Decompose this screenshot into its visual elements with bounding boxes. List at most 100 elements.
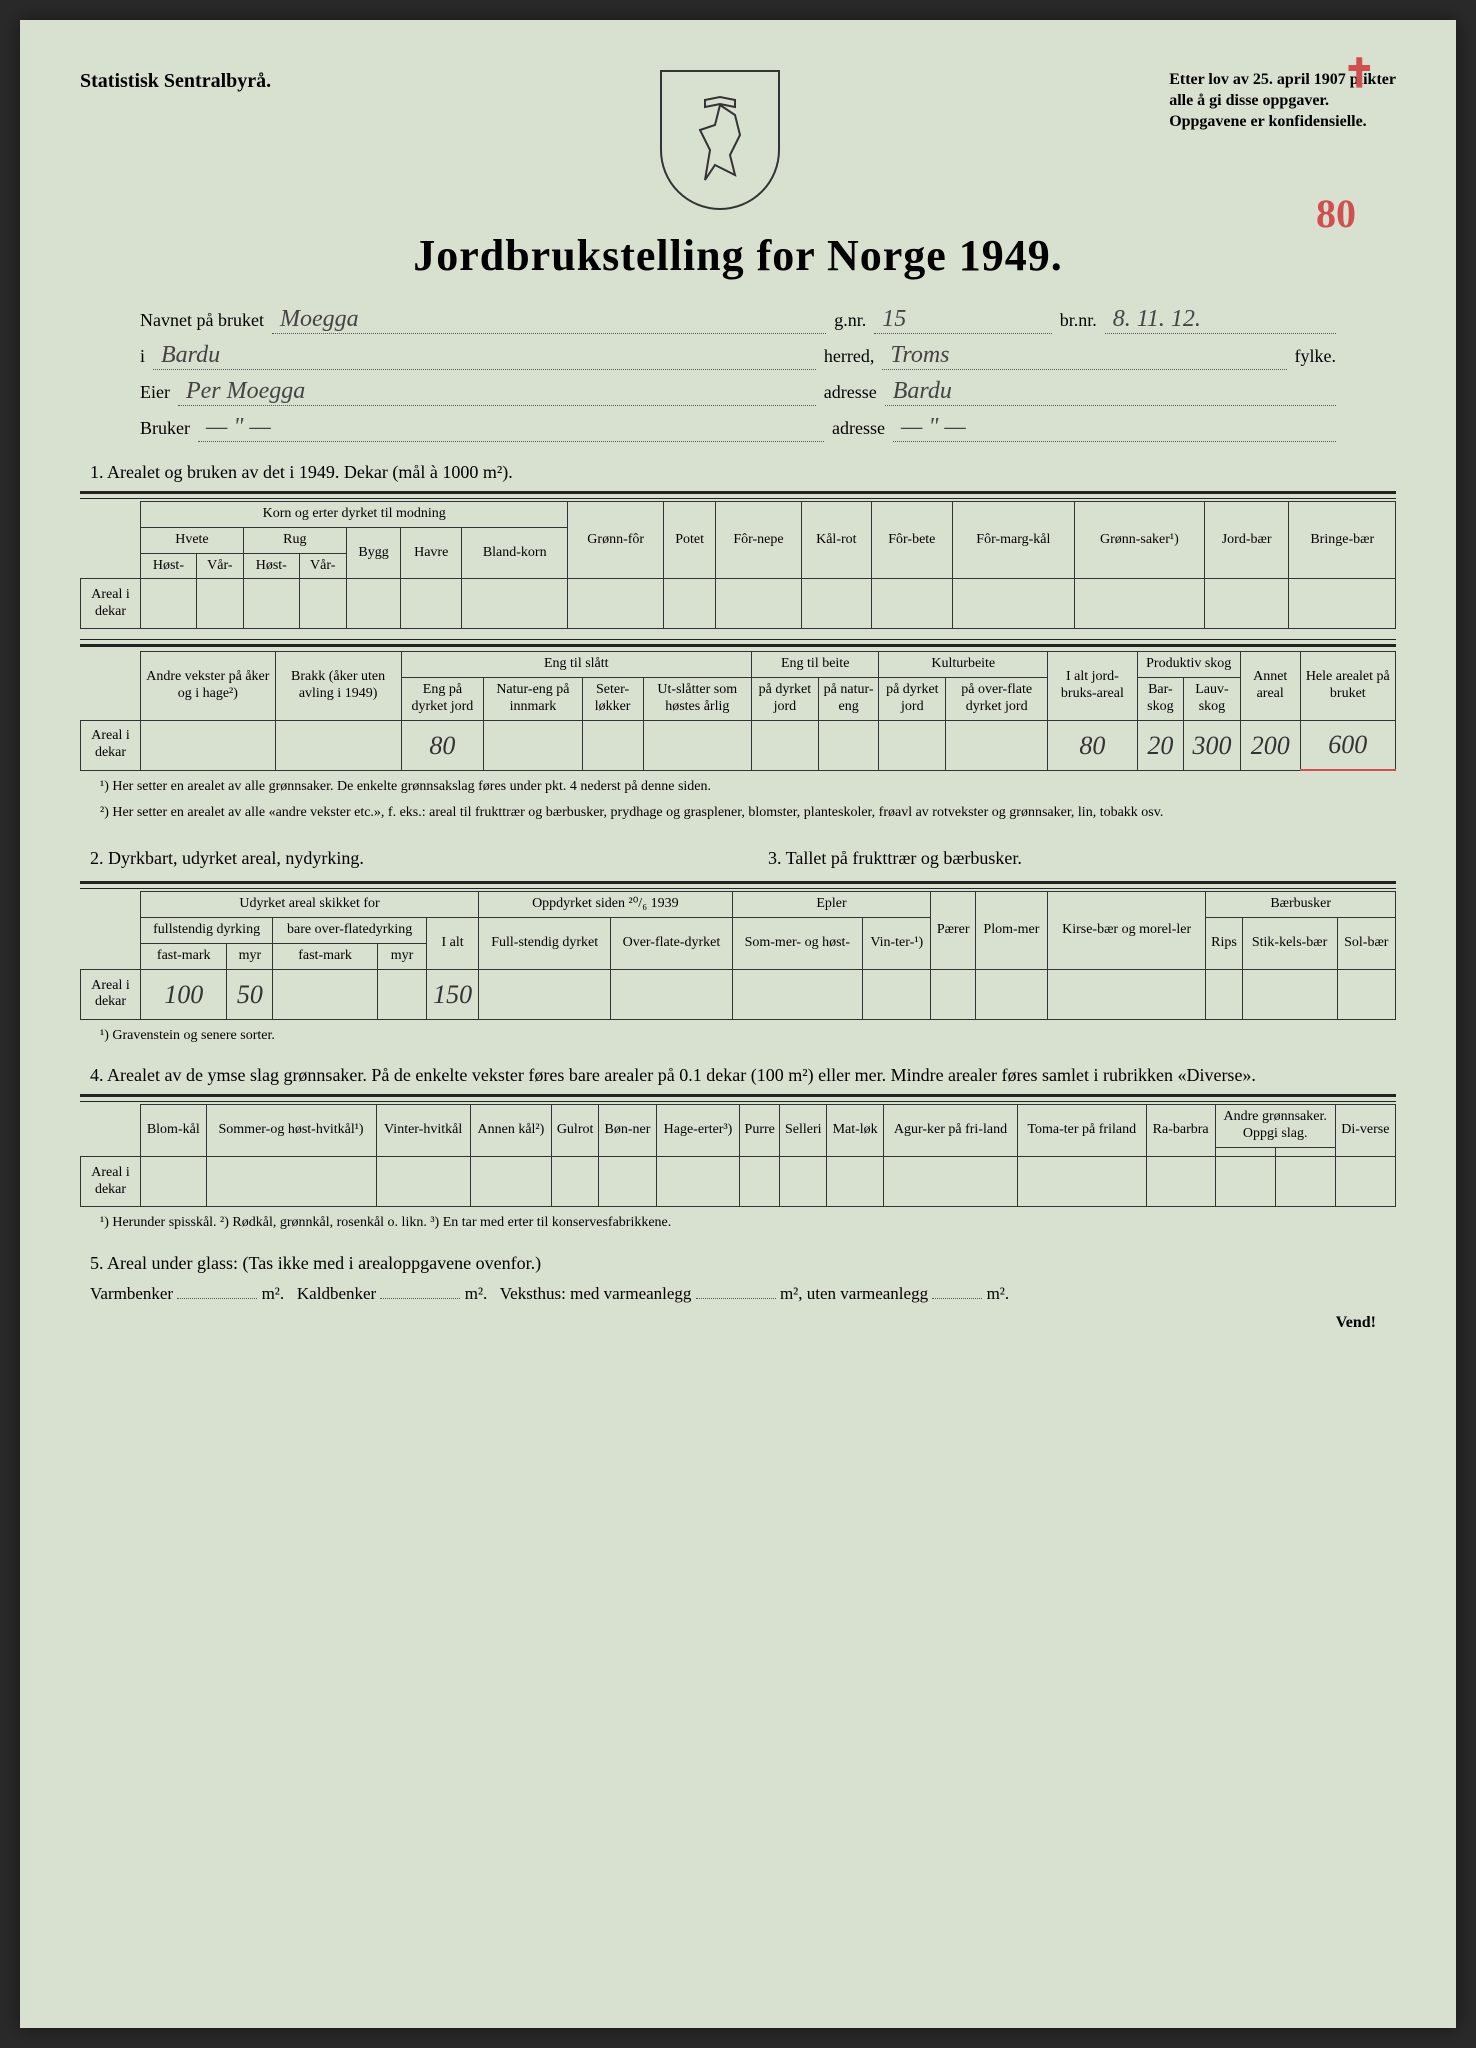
cell-ialt: 150: [427, 969, 479, 1019]
col-hele-arealet: Hele arealet på bruket: [1300, 652, 1395, 720]
divider: [80, 639, 1396, 640]
col-blomkal: Blom-kål: [141, 1105, 207, 1157]
col-seterlokker: Seter-løkker: [582, 678, 643, 721]
field-veksthus-uten: [932, 1298, 982, 1299]
footnote-1-1: ¹) Her setter en arealet av alle grønnsa…: [100, 777, 1376, 797]
cell: [462, 579, 568, 629]
cell: [582, 720, 643, 770]
col-jordbaer: Jord-bær: [1204, 502, 1289, 579]
col-ialt-jordbruk: I alt jord-bruks-areal: [1048, 652, 1138, 720]
col-ialt: I alt: [427, 918, 479, 970]
cell-myr: 50: [227, 969, 273, 1019]
cell: [1275, 1157, 1335, 1207]
cell: [401, 579, 462, 629]
col-bygg: Bygg: [346, 527, 401, 579]
col-gronnsaker: Grønn-saker¹): [1075, 502, 1205, 579]
row-label-areal: Areal i dekar: [81, 969, 141, 1019]
divider: [80, 644, 1396, 647]
table-1b: Andre vekster på åker og i hage²) Brakk …: [80, 651, 1396, 771]
unit-m2b: m²,: [780, 1284, 803, 1303]
cell: [206, 1157, 376, 1207]
col-annenkal: Annen kål²): [470, 1105, 551, 1157]
col-over-dyrket: Over-flate-dyrket: [611, 918, 732, 970]
cell: [299, 579, 346, 629]
unit-m2: m².: [987, 1284, 1010, 1303]
cell: [1289, 579, 1396, 629]
document-page: ✝ 80 Statistisk Sentralbyrå. Etter lov a…: [20, 20, 1456, 2028]
cell: [1215, 1157, 1275, 1207]
col-oppdyrket-group: Oppdyrket siden ²⁰/₆ 1939: [479, 892, 733, 918]
cell: [479, 969, 611, 1019]
label-uten: uten varmeanlegg: [807, 1284, 928, 1303]
col-diverse: Di-verse: [1335, 1105, 1395, 1157]
cell: [663, 579, 715, 629]
row-label-areal: Areal i dekar: [81, 579, 141, 629]
col-skog-group: Produktiv skog: [1137, 652, 1240, 678]
divider: [80, 1101, 1396, 1102]
cell: [611, 969, 732, 1019]
unit-m2: m².: [465, 1284, 488, 1303]
label-eier: Eier: [140, 382, 170, 403]
main-title: Jordbrukstelling for Norge 1949.: [80, 230, 1396, 281]
field-varmbenker: [177, 1298, 257, 1299]
cell: [656, 1157, 739, 1207]
col-full-dyrket: Full-stendig dyrket: [479, 918, 611, 970]
table-2-3: Udyrket areal skikket for Oppdyrket side…: [80, 891, 1396, 1019]
footnote-3: ¹) Gravenstein og senere sorter.: [100, 1026, 1376, 1046]
col-matlok: Mat-løk: [827, 1105, 884, 1157]
cell-annet: 200: [1240, 720, 1300, 770]
field-adresse-1: Bardu: [885, 378, 1336, 406]
col-rips: Rips: [1206, 918, 1242, 970]
col-blandkorn: Bland-korn: [462, 527, 568, 579]
col-gulrot: Gulrot: [552, 1105, 599, 1157]
col-forbete: Fôr-bete: [871, 502, 952, 579]
col-kultur-overflate: på over-flate dyrket jord: [946, 678, 1048, 721]
cell: [196, 579, 243, 629]
col-eng-dyrket: Eng på dyrket jord: [401, 678, 484, 721]
divider: [80, 498, 1396, 499]
field-bruker: — " —: [198, 414, 824, 442]
cell: [1204, 579, 1289, 629]
col-epler: Epler: [732, 892, 931, 918]
divider: [80, 881, 1396, 884]
col-gronnfor: Grønn-fôr: [568, 502, 664, 579]
label-veksthus: Veksthus: med varmeanlegg: [500, 1284, 692, 1303]
cell: [931, 969, 976, 1019]
organization-name: Statistisk Sentralbyrå.: [80, 70, 271, 93]
col-kulturbeite-group: Kulturbeite: [879, 652, 1048, 678]
col-utslatter: Ut-slåtter som høstes årlig: [643, 678, 751, 721]
vend-label: Vend!: [80, 1314, 1376, 1332]
table-4: Blom-kål Sommer-og høst-hvitkål¹) Vinter…: [80, 1104, 1396, 1207]
cell: [141, 1157, 207, 1207]
col-var: Vår-: [196, 553, 243, 579]
section-3-heading: 3. Tallet på frukttrær og bærbusker.: [768, 848, 1386, 869]
cell: [377, 969, 426, 1019]
col-paerer: Pærer: [931, 892, 976, 969]
field-i: Bardu: [153, 342, 816, 370]
cell: [1215, 1148, 1275, 1157]
col-beite-natur: på natur-eng: [818, 678, 879, 721]
footnote-1-2: ²) Her setter en arealet av alle «andre …: [100, 803, 1376, 823]
cell: [716, 579, 801, 629]
divider: [80, 491, 1396, 494]
cell: [1242, 969, 1337, 1019]
field-gnr: 15: [874, 306, 1051, 334]
cell: [1275, 1148, 1335, 1157]
divider: [80, 888, 1396, 889]
label-navnet: Navnet på bruket: [140, 310, 264, 331]
label-adresse-2: adresse: [832, 418, 885, 439]
coat-of-arms: [660, 70, 780, 210]
col-brakk: Brakk (åker uten avling i 1949): [275, 652, 401, 720]
cell: [275, 720, 401, 770]
cell: [346, 579, 401, 629]
col-barskog: Bar-skog: [1137, 678, 1183, 721]
col-hvete: Hvete: [141, 527, 244, 553]
cell: [599, 1157, 657, 1207]
unit-m2: m².: [262, 1284, 285, 1303]
cell: [484, 720, 582, 770]
col-vinterkal: Vinter-hvitkål: [376, 1105, 470, 1157]
cell: [141, 579, 197, 629]
label-i: i: [140, 346, 145, 367]
cell: [376, 1157, 470, 1207]
col-korn-group: Korn og erter dyrket til modning: [141, 502, 568, 528]
